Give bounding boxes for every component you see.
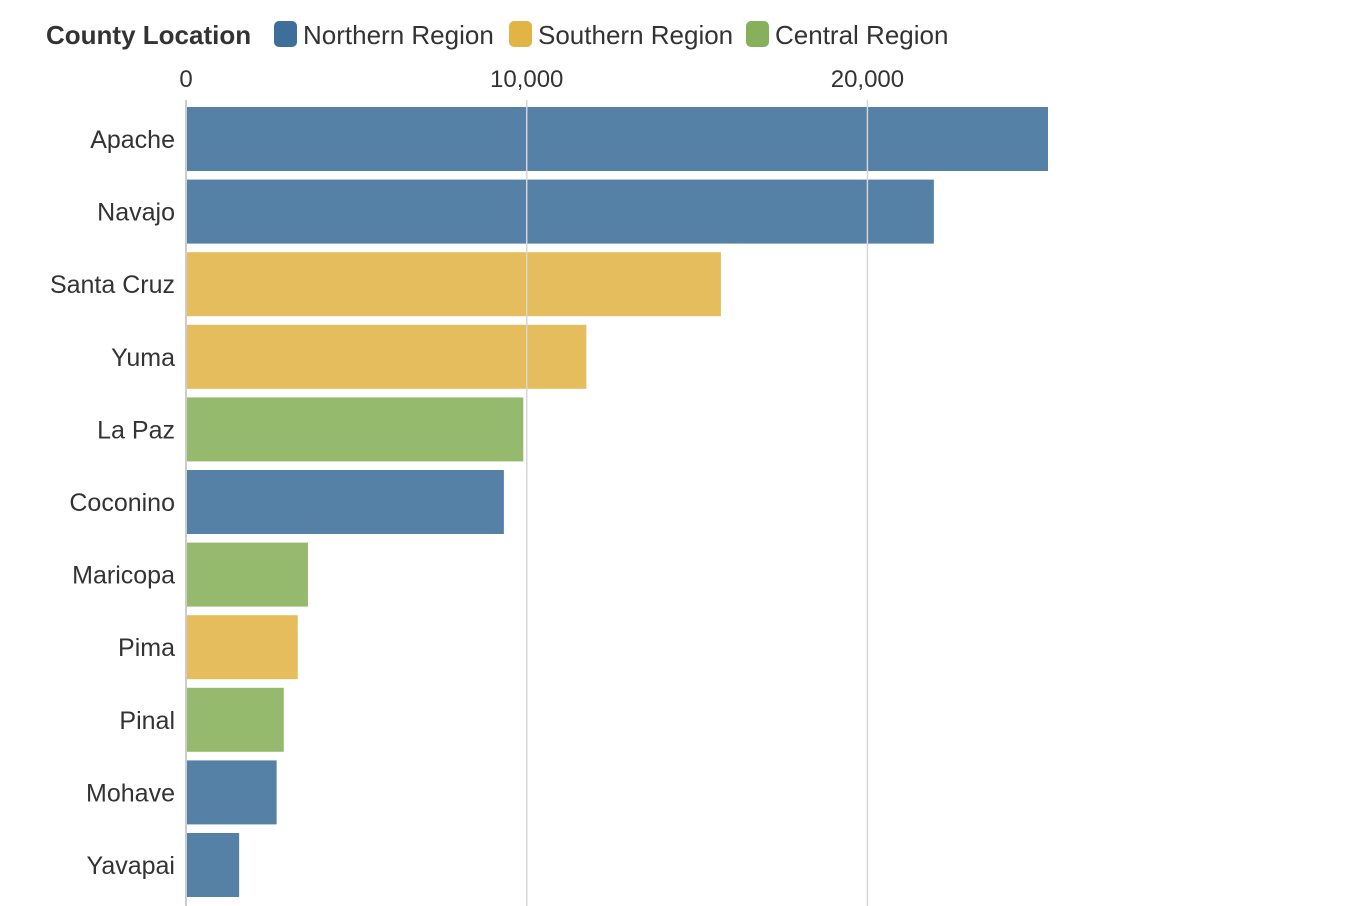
legend-swatch-southern bbox=[509, 21, 532, 47]
bar[interactable] bbox=[186, 252, 721, 317]
bars bbox=[186, 107, 1048, 897]
bar[interactable] bbox=[186, 760, 277, 825]
legend-swatch-central bbox=[746, 21, 769, 47]
category-label: Navajo bbox=[97, 199, 175, 227]
bar[interactable] bbox=[186, 179, 934, 244]
bar[interactable] bbox=[186, 324, 587, 389]
legend-title: County Location bbox=[46, 20, 251, 50]
category-label: Pinal bbox=[119, 707, 175, 735]
legend-swatch-northern bbox=[274, 21, 297, 47]
category-label: Maricopa bbox=[72, 562, 175, 590]
bar[interactable] bbox=[186, 397, 524, 462]
legend-label-northern: Northern Region bbox=[303, 20, 494, 50]
category-label: Yavapai bbox=[87, 852, 176, 880]
category-labels: Apache Navajo Santa Cruz Yuma La Paz Coconino… bbox=[50, 126, 175, 880]
bar[interactable] bbox=[186, 615, 298, 680]
x-tick-label: 10,000 bbox=[490, 66, 563, 93]
category-label: Santa Cruz bbox=[50, 271, 175, 299]
category-label: Mohave bbox=[86, 779, 175, 807]
category-label: Apache bbox=[90, 126, 175, 154]
category-label: Yuma bbox=[111, 344, 175, 372]
x-tick-label: 20,000 bbox=[831, 66, 904, 93]
bar[interactable] bbox=[186, 687, 284, 752]
x-axis-ticks: 0 10,000 20,000 bbox=[179, 66, 904, 93]
bar[interactable] bbox=[186, 833, 240, 897]
category-label: La Paz bbox=[97, 416, 175, 444]
gridlines bbox=[185, 100, 869, 906]
category-label: Coconino bbox=[69, 489, 175, 517]
legend-label-central: Central Region bbox=[775, 20, 948, 50]
category-label: Pima bbox=[118, 634, 175, 662]
bar[interactable] bbox=[186, 107, 1048, 171]
bar[interactable] bbox=[186, 470, 504, 534]
bar[interactable] bbox=[186, 542, 308, 607]
legend-label-southern: Southern Region bbox=[538, 20, 733, 50]
legend: County Location Northern Region Southern… bbox=[46, 20, 948, 50]
x-tick-label: 0 bbox=[179, 66, 192, 93]
